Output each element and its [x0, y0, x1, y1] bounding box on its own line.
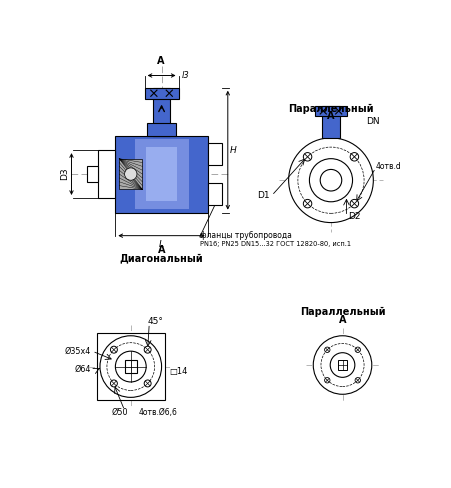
Polygon shape: [115, 136, 207, 213]
Polygon shape: [147, 123, 176, 136]
Text: 4отв.d: 4отв.d: [375, 162, 400, 171]
Circle shape: [354, 347, 360, 352]
Text: Диагональный: Диагональный: [120, 254, 203, 264]
Bar: [337, 361, 346, 369]
Text: l3: l3: [181, 71, 189, 80]
Text: A: A: [157, 244, 165, 255]
Text: D1: D1: [257, 191, 270, 200]
Polygon shape: [98, 150, 115, 198]
Text: фланцы трубопровода: фланцы трубопровода: [200, 231, 291, 240]
Text: DN: DN: [365, 117, 378, 126]
Text: L: L: [159, 240, 164, 248]
Text: 4отв.Ø6,6: 4отв.Ø6,6: [138, 408, 177, 417]
Text: A: A: [327, 111, 334, 122]
Text: D2: D2: [347, 212, 359, 221]
Circle shape: [303, 200, 311, 208]
Text: Ø35х4: Ø35х4: [64, 346, 91, 356]
Polygon shape: [153, 88, 170, 136]
Circle shape: [110, 346, 117, 353]
Circle shape: [110, 380, 117, 387]
Text: Параллельный: Параллельный: [288, 103, 373, 114]
Circle shape: [124, 168, 137, 180]
Text: Параллельный: Параллельный: [299, 307, 385, 317]
Circle shape: [309, 159, 352, 202]
Text: D3: D3: [60, 168, 69, 181]
Text: H: H: [230, 146, 236, 155]
Polygon shape: [87, 166, 98, 182]
Circle shape: [324, 347, 329, 352]
Circle shape: [313, 336, 371, 394]
Circle shape: [319, 169, 341, 191]
Text: □14: □14: [169, 366, 187, 376]
Circle shape: [144, 380, 151, 387]
Polygon shape: [119, 159, 142, 189]
Circle shape: [288, 138, 373, 223]
Circle shape: [115, 351, 146, 382]
Polygon shape: [146, 147, 177, 201]
Circle shape: [354, 378, 360, 383]
Circle shape: [330, 353, 354, 377]
Circle shape: [303, 153, 311, 161]
Text: PN16; PN25 DN15...32 ГОСТ 12820-80, исп.1: PN16; PN25 DN15...32 ГОСТ 12820-80, исп.…: [200, 241, 350, 247]
Circle shape: [350, 200, 358, 208]
Polygon shape: [321, 105, 340, 138]
Polygon shape: [314, 105, 346, 116]
Polygon shape: [207, 143, 221, 165]
Text: Ø50: Ø50: [111, 408, 128, 417]
Circle shape: [324, 378, 329, 383]
Bar: [124, 361, 137, 373]
Bar: [97, 333, 164, 401]
Text: 45°: 45°: [147, 317, 163, 326]
Polygon shape: [207, 183, 221, 205]
Text: A: A: [156, 56, 164, 66]
Polygon shape: [134, 140, 188, 209]
Text: Ø64: Ø64: [74, 365, 91, 374]
Polygon shape: [144, 88, 178, 99]
Text: A: A: [338, 315, 345, 325]
Circle shape: [350, 153, 358, 161]
Circle shape: [144, 346, 151, 353]
